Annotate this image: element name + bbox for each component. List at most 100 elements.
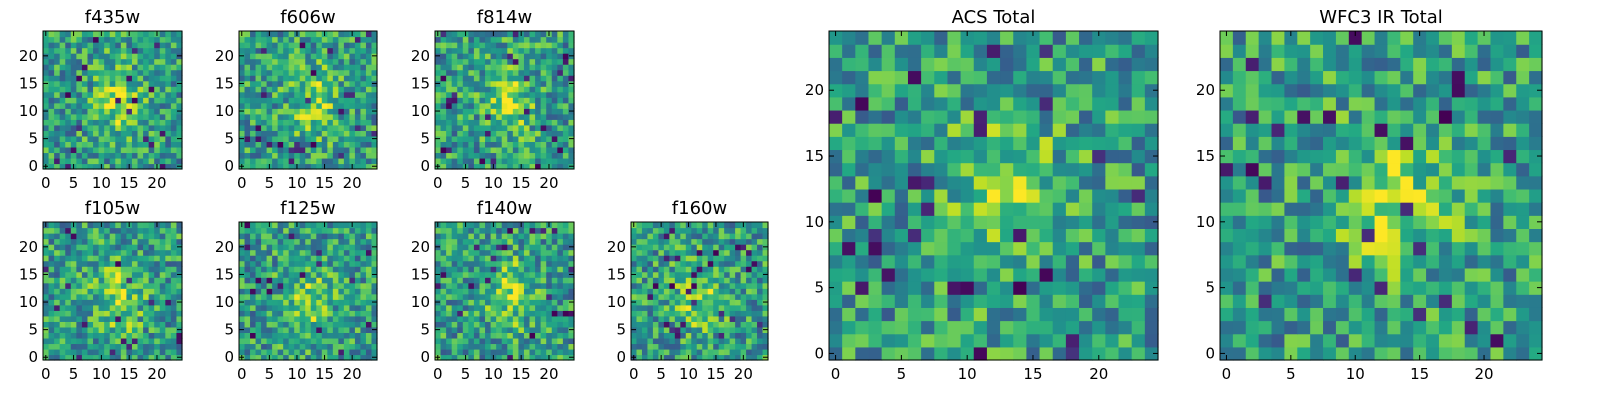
heatmap-cell [512, 53, 519, 60]
heatmap-cell [343, 86, 350, 93]
heatmap-cell [250, 47, 257, 54]
heatmap-cell [894, 281, 909, 295]
heatmap-cell [131, 326, 139, 333]
heatmap-cell [562, 249, 570, 256]
heatmap-cell [881, 149, 896, 164]
heatmap-cell [746, 321, 753, 328]
heatmap-cell [921, 254, 935, 269]
heatmap-cell [762, 315, 769, 322]
heatmap-cell [305, 326, 312, 333]
heatmap-cell [518, 271, 525, 278]
heatmap-cell [680, 354, 687, 361]
heatmap-cell [365, 354, 373, 361]
heatmap-cell [360, 53, 367, 60]
heatmap-cell [98, 337, 105, 345]
y-tick-label: 0 [420, 157, 430, 175]
heatmap-cell [762, 277, 769, 284]
heatmap-cell [371, 293, 378, 300]
heatmap-cell [255, 102, 262, 109]
heatmap-cell [540, 255, 547, 262]
heatmap-cell [126, 343, 133, 350]
heatmap-cell [1026, 215, 1041, 229]
heatmap-cell [557, 157, 564, 165]
heatmap-cell [299, 310, 306, 317]
heatmap-cell [338, 102, 345, 109]
heatmap-cell [540, 47, 547, 54]
heatmap-cell [669, 321, 676, 328]
heatmap-cell [343, 233, 350, 240]
heatmap-cell [894, 149, 909, 164]
heatmap-cell [451, 80, 458, 87]
heatmap-cell [540, 157, 547, 165]
heatmap-cell [109, 337, 116, 345]
heatmap-cell [54, 315, 61, 322]
x-tick-label: 0 [237, 174, 247, 192]
heatmap-cell [735, 348, 742, 356]
heatmap-cell [440, 31, 447, 38]
heatmap-cell [986, 188, 1001, 203]
heatmap-cell [98, 91, 105, 98]
heatmap-cell [332, 42, 339, 49]
heatmap-cell [1052, 320, 1067, 335]
heatmap-cell [468, 244, 475, 251]
heatmap-cell [1092, 254, 1106, 269]
heatmap-cell [76, 119, 83, 126]
heatmap-cell [546, 102, 553, 109]
heatmap-cell [986, 175, 1001, 190]
y-tick-label: 15 [19, 265, 38, 283]
heatmap-cell [148, 255, 155, 262]
heatmap-cell [451, 163, 458, 170]
heatmap-cell [1065, 346, 1080, 361]
heatmap-cell [1079, 307, 1093, 322]
heatmap-cell [685, 321, 692, 328]
heatmap-cell [535, 315, 542, 322]
heatmap-cell [76, 348, 83, 356]
heatmap-cell [669, 282, 676, 289]
heatmap-cell [338, 332, 345, 339]
heatmap-cell [440, 80, 447, 87]
heatmap-cell [120, 315, 127, 322]
heatmap-cell [165, 337, 172, 345]
heatmap-cell [535, 249, 542, 256]
heatmap-cell [907, 215, 922, 229]
heatmap-cell [65, 293, 72, 300]
heatmap-cell [43, 233, 50, 240]
heatmap-cell [546, 58, 553, 65]
heatmap-cell [365, 47, 373, 54]
heatmap-cell [702, 332, 709, 339]
heatmap-cell [641, 348, 649, 356]
heatmap-cell [104, 97, 111, 104]
heatmap-cell [65, 304, 72, 311]
heatmap-cell [568, 222, 575, 229]
heatmap-cell [451, 249, 458, 256]
heatmap-cell [310, 36, 317, 43]
heatmap-cell [371, 332, 378, 339]
heatmap-cell [87, 293, 94, 300]
heatmap-cell [343, 31, 350, 38]
heatmap-cell [120, 343, 127, 350]
heatmap-cell [468, 282, 475, 289]
heatmap-cell [244, 141, 251, 148]
heatmap-cell [115, 332, 122, 339]
heatmap-cell [81, 249, 89, 256]
heatmap-cell [451, 119, 458, 126]
heatmap-cell [907, 346, 922, 361]
heatmap-cell [674, 343, 681, 350]
heatmap-cell [272, 304, 279, 311]
heatmap-cell [65, 282, 72, 289]
heatmap-cell [250, 238, 257, 245]
heatmap-cell [176, 36, 183, 43]
heatmap-cell [641, 332, 649, 339]
heatmap-cell [496, 152, 503, 159]
heatmap-cell [631, 348, 638, 356]
heatmap-cell [131, 146, 139, 154]
heatmap-cell [170, 86, 178, 93]
heatmap-cell [87, 337, 94, 345]
heatmap-cell [81, 288, 89, 295]
heatmap-cell [255, 304, 262, 311]
heatmap-cell [316, 337, 323, 345]
heatmap-cell [921, 346, 935, 361]
heatmap-cell [647, 277, 654, 284]
heatmap-cell [435, 288, 442, 295]
heatmap-cell [1013, 241, 1027, 256]
